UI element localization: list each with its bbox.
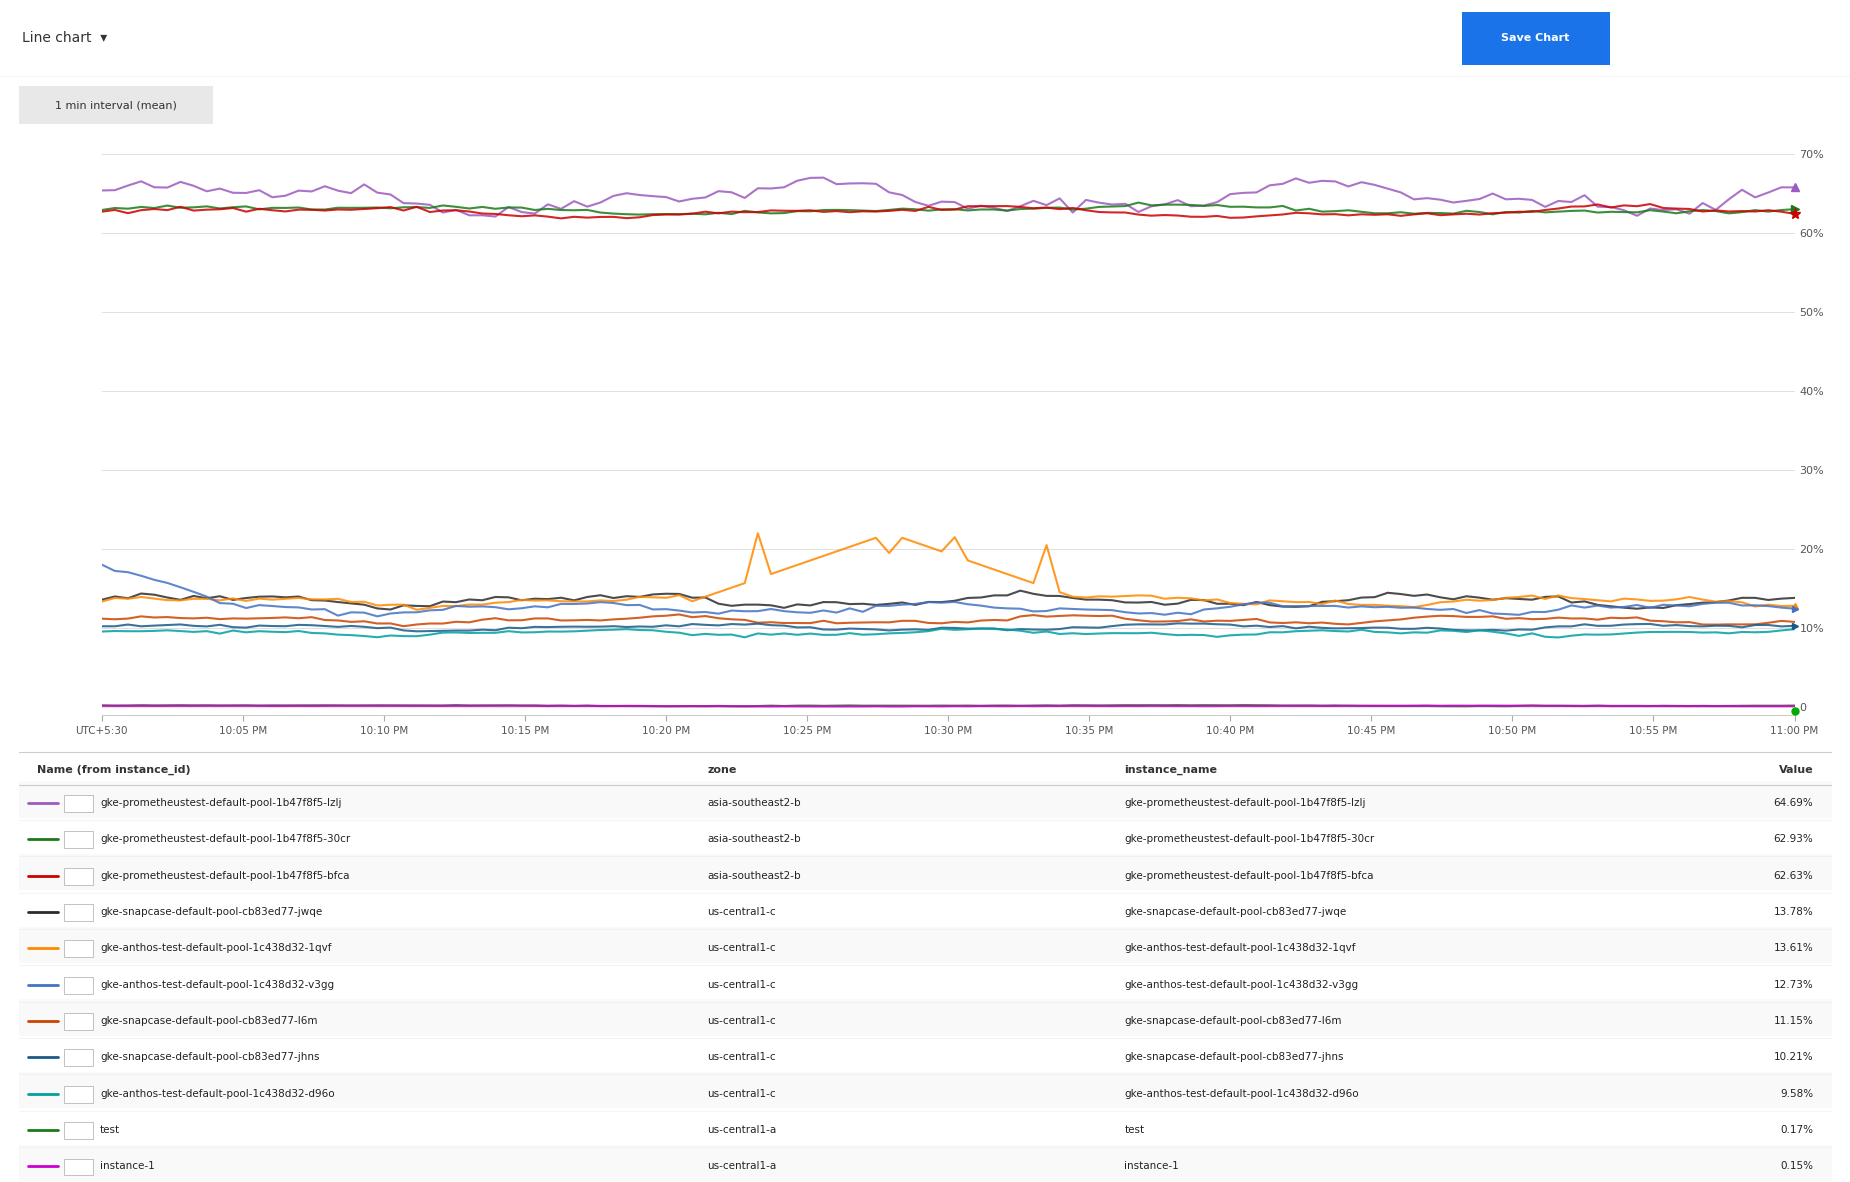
Text: gke-anthos-test-default-pool-1c438d32-v3gg: gke-anthos-test-default-pool-1c438d32-v3…	[100, 980, 335, 989]
FancyBboxPatch shape	[18, 853, 1832, 890]
Text: us-central1-a: us-central1-a	[707, 1162, 777, 1171]
Text: 9.58%: 9.58%	[1780, 1089, 1813, 1099]
Text: test: test	[100, 1125, 120, 1135]
Text: gke-prometheustest-default-pool-1b47f8f5-lzlj: gke-prometheustest-default-pool-1b47f8f5…	[100, 798, 342, 808]
FancyBboxPatch shape	[1454, 9, 1617, 67]
Text: gke-anthos-test-default-pool-1c438d32-v3gg: gke-anthos-test-default-pool-1c438d32-v3…	[1125, 980, 1358, 989]
FancyBboxPatch shape	[18, 781, 1832, 818]
Text: instance-1: instance-1	[100, 1162, 155, 1171]
Text: gke-prometheustest-default-pool-1b47f8f5-30cr: gke-prometheustest-default-pool-1b47f8f5…	[100, 834, 350, 844]
FancyBboxPatch shape	[63, 1050, 92, 1066]
FancyBboxPatch shape	[4, 83, 228, 128]
Text: us-central1-c: us-central1-c	[707, 943, 775, 954]
Text: 0.15%: 0.15%	[1780, 1162, 1813, 1171]
Text: gke-anthos-test-default-pool-1c438d32-d96o: gke-anthos-test-default-pool-1c438d32-d9…	[1125, 1089, 1360, 1099]
Text: Name (from instance_id): Name (from instance_id)	[37, 765, 191, 775]
FancyBboxPatch shape	[63, 831, 92, 849]
Text: 13.61%: 13.61%	[1774, 943, 1813, 954]
Text: instance-1: instance-1	[1125, 1162, 1178, 1171]
Text: gke-snapcase-default-pool-cb83ed77-jhns: gke-snapcase-default-pool-cb83ed77-jhns	[100, 1052, 320, 1063]
FancyBboxPatch shape	[63, 1158, 92, 1175]
FancyBboxPatch shape	[63, 1122, 92, 1139]
Text: 0.17%: 0.17%	[1780, 1125, 1813, 1135]
Text: us-central1-c: us-central1-c	[707, 1089, 775, 1099]
Text: 11.15%: 11.15%	[1774, 1017, 1813, 1026]
FancyBboxPatch shape	[63, 976, 92, 994]
Text: asia-southeast2-b: asia-southeast2-b	[707, 798, 801, 808]
FancyBboxPatch shape	[63, 941, 92, 957]
Text: 10.21%: 10.21%	[1774, 1052, 1813, 1063]
FancyBboxPatch shape	[18, 927, 1832, 963]
Text: gke-prometheustest-default-pool-1b47f8f5-bfca: gke-prometheustest-default-pool-1b47f8f5…	[1125, 871, 1375, 881]
Text: us-central1-c: us-central1-c	[707, 980, 775, 989]
FancyBboxPatch shape	[63, 904, 92, 921]
Text: us-central1-c: us-central1-c	[707, 907, 775, 917]
FancyBboxPatch shape	[18, 999, 1832, 1035]
Text: gke-prometheustest-default-pool-1b47f8f5-bfca: gke-prometheustest-default-pool-1b47f8f5…	[100, 871, 350, 881]
Text: us-central1-c: us-central1-c	[707, 1052, 775, 1063]
Text: gke-snapcase-default-pool-cb83ed77-l6m: gke-snapcase-default-pool-cb83ed77-l6m	[1125, 1017, 1341, 1026]
Text: gke-prometheustest-default-pool-1b47f8f5-lzlj: gke-prometheustest-default-pool-1b47f8f5…	[1125, 798, 1365, 808]
Text: gke-anthos-test-default-pool-1c438d32-1qvf: gke-anthos-test-default-pool-1c438d32-1q…	[100, 943, 331, 954]
Text: Save Chart: Save Chart	[1502, 33, 1569, 44]
FancyBboxPatch shape	[18, 1072, 1832, 1109]
Text: zone: zone	[707, 765, 736, 774]
FancyBboxPatch shape	[63, 1013, 92, 1030]
Text: 62.93%: 62.93%	[1774, 834, 1813, 844]
Text: gke-anthos-test-default-pool-1c438d32-1qvf: gke-anthos-test-default-pool-1c438d32-1q…	[1125, 943, 1356, 954]
Text: 64.69%: 64.69%	[1774, 798, 1813, 808]
Text: gke-snapcase-default-pool-cb83ed77-jhns: gke-snapcase-default-pool-cb83ed77-jhns	[1125, 1052, 1343, 1063]
Text: us-central1-a: us-central1-a	[707, 1125, 777, 1135]
Text: 1 min interval (mean): 1 min interval (mean)	[56, 100, 176, 110]
Text: 62.63%: 62.63%	[1774, 871, 1813, 881]
Text: Value: Value	[1778, 765, 1813, 774]
Text: test: test	[1125, 1125, 1145, 1135]
FancyBboxPatch shape	[63, 795, 92, 812]
Text: Line chart  ▾: Line chart ▾	[22, 32, 107, 45]
Text: 12.73%: 12.73%	[1774, 980, 1813, 989]
Text: gke-snapcase-default-pool-cb83ed77-jwqe: gke-snapcase-default-pool-cb83ed77-jwqe	[1125, 907, 1347, 917]
Text: asia-southeast2-b: asia-southeast2-b	[707, 834, 801, 844]
Text: us-central1-c: us-central1-c	[707, 1017, 775, 1026]
FancyBboxPatch shape	[63, 1086, 92, 1103]
Text: asia-southeast2-b: asia-southeast2-b	[707, 871, 801, 881]
FancyBboxPatch shape	[63, 868, 92, 884]
FancyBboxPatch shape	[18, 1144, 1832, 1181]
Text: gke-prometheustest-default-pool-1b47f8f5-30cr: gke-prometheustest-default-pool-1b47f8f5…	[1125, 834, 1375, 844]
Text: instance_name: instance_name	[1125, 765, 1217, 775]
Text: gke-snapcase-default-pool-cb83ed77-jwqe: gke-snapcase-default-pool-cb83ed77-jwqe	[100, 907, 322, 917]
Text: gke-snapcase-default-pool-cb83ed77-l6m: gke-snapcase-default-pool-cb83ed77-l6m	[100, 1017, 318, 1026]
Text: gke-anthos-test-default-pool-1c438d32-d96o: gke-anthos-test-default-pool-1c438d32-d9…	[100, 1089, 335, 1099]
Text: 13.78%: 13.78%	[1774, 907, 1813, 917]
